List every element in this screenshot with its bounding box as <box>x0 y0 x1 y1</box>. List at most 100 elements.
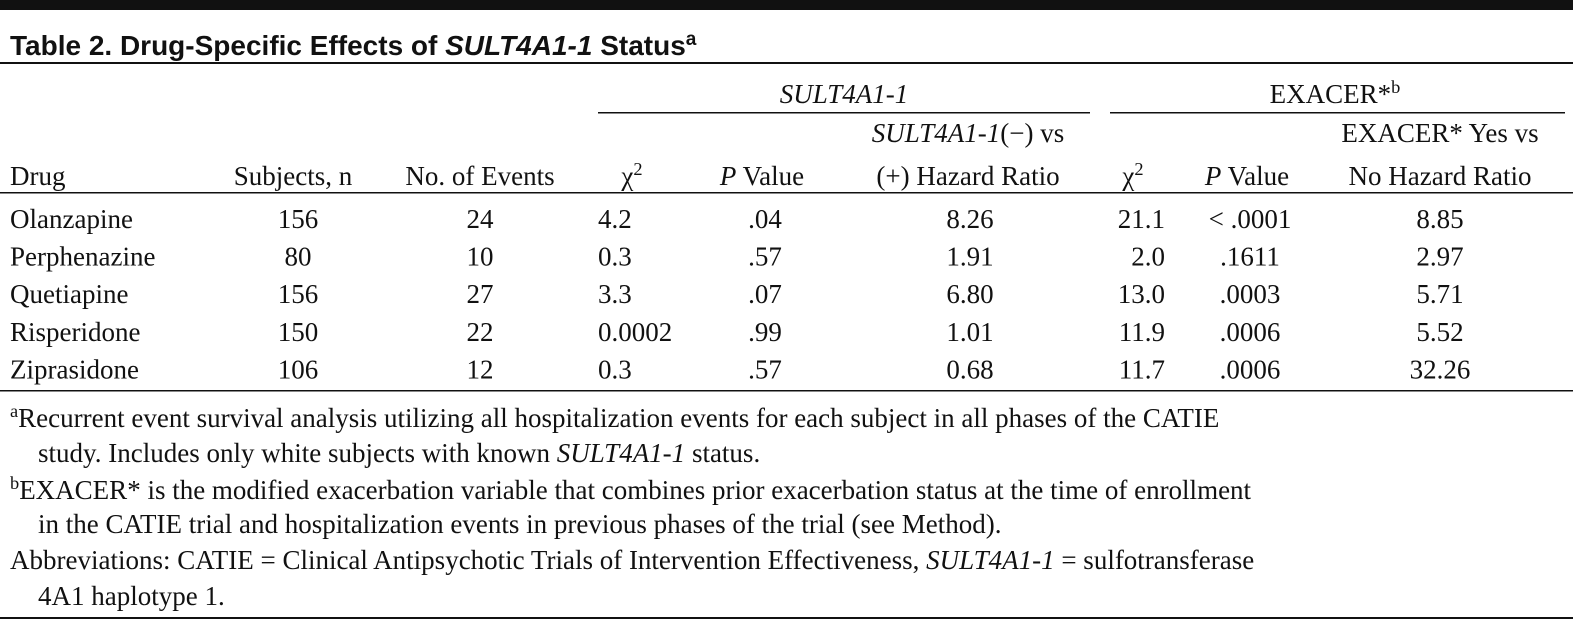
table-cell: 11.9 <box>1119 317 1165 347</box>
group-rule <box>598 112 1090 114</box>
table-cell: Risperidone <box>10 317 140 347</box>
text-run: χ <box>1121 161 1134 191</box>
table-cell: 2.97 <box>1416 242 1463 272</box>
table-cell: Olanzapine <box>10 204 133 234</box>
column-header: SULT4A1-1(−) vs <box>872 118 1064 148</box>
text-run: Drug <box>10 161 66 191</box>
table-cell: .57 <box>748 242 782 272</box>
footnote: 4A1 haplotype 1. <box>38 581 225 611</box>
footnote: bEXACER* is the modified exacerbation va… <box>10 473 1252 505</box>
text-run: (+) Hazard Ratio <box>876 161 1059 191</box>
table-cell: 5.52 <box>1416 317 1463 347</box>
table-cell: 27 <box>467 279 494 309</box>
column-header: Drug <box>10 161 66 191</box>
table-cell: 8.85 <box>1416 204 1463 234</box>
table-cell: 11.7 <box>1119 354 1165 384</box>
text-run: = sulfotransferase <box>1055 545 1255 575</box>
column-header: χ2 <box>1121 159 1143 191</box>
table-title: Table 2. Drug-Specific Effects of SULT4A… <box>10 29 697 61</box>
text-run: No. of Events <box>405 161 554 191</box>
footnote: aRecurrent event survival analysis utili… <box>10 401 1219 433</box>
table-cell: 0.3 <box>598 354 632 384</box>
text-run: EXACER* is the modified exacerbation var… <box>19 475 1251 505</box>
table-cell: 156 <box>278 279 319 309</box>
column-header: Subjects, n <box>234 161 353 191</box>
table-cell: 2.0 <box>1131 242 1165 272</box>
text-run: in the CATIE trial and hospitalization e… <box>38 509 1002 539</box>
table-cell: 0.3 <box>598 242 632 272</box>
table-cell: 0.68 <box>946 354 993 384</box>
superscript: 2 <box>633 159 642 179</box>
text-run: Value <box>1221 161 1289 191</box>
text-run: No Hazard Ratio <box>1349 161 1532 191</box>
text-run: Abbreviations: CATIE = Clinical Antipsyc… <box>10 545 926 575</box>
column-header: (+) Hazard Ratio <box>876 161 1059 191</box>
table-cell: .04 <box>748 204 782 234</box>
text-run: (−) vs <box>1000 118 1064 148</box>
text-run: EXACER* <box>1270 79 1392 109</box>
text-run: P <box>1204 161 1222 191</box>
text-run: SULT4A1-1 <box>557 438 685 468</box>
table-cell: .07 <box>748 279 782 309</box>
group-rule <box>1110 112 1565 114</box>
table-cell: .99 <box>748 317 782 347</box>
table-cell: Perphenazine <box>10 242 155 272</box>
group-header: EXACER*b <box>1270 77 1401 109</box>
table-cell: 13.0 <box>1118 279 1165 309</box>
column-header: EXACER* Yes vs <box>1341 118 1538 148</box>
footnote: Abbreviations: CATIE = Clinical Antipsyc… <box>10 545 1254 575</box>
table-cell: 22 <box>467 317 494 347</box>
column-header: P Value <box>1204 161 1289 191</box>
body-rule <box>0 390 1573 392</box>
table-cell: .0003 <box>1220 279 1281 309</box>
table-cell: .0006 <box>1220 317 1281 347</box>
table-cell: 5.71 <box>1416 279 1463 309</box>
table-cell: 106 <box>278 354 319 384</box>
table-cell: .0006 <box>1220 354 1281 384</box>
table-cell: 10 <box>467 242 494 272</box>
table-cell: 12 <box>467 354 494 384</box>
table-cell: 0.0002 <box>598 317 672 347</box>
text-run: Recurrent event survival analysis utiliz… <box>18 403 1219 433</box>
text-run: SULT4A1-1 <box>780 79 908 109</box>
table-cell: 21.1 <box>1118 204 1165 234</box>
table-cell: 32.26 <box>1410 354 1471 384</box>
table-cell: 80 <box>285 242 312 272</box>
text-run: χ <box>620 161 633 191</box>
table-cell: Ziprasidone <box>10 354 139 384</box>
column-header: No. of Events <box>405 161 554 191</box>
table-cell: 1.91 <box>946 242 993 272</box>
table-cell: 3.3 <box>598 279 632 309</box>
table-cell: 6.80 <box>946 279 993 309</box>
superscript: a <box>686 29 697 50</box>
text-run: Table 2. Drug-Specific Effects of <box>10 30 445 61</box>
table-cell: .1611 <box>1220 242 1280 272</box>
superscript: a <box>10 401 18 421</box>
text-run: P <box>719 161 737 191</box>
header-rule <box>0 192 1573 194</box>
text-run: Subjects, n <box>234 161 353 191</box>
table-cell: < .0001 <box>1209 204 1292 234</box>
superscript: 2 <box>1134 159 1143 179</box>
table-cell: Quetiapine <box>10 279 128 309</box>
text-run: SULT4A1-1 <box>872 118 1000 148</box>
footnote: study. Includes only white subjects with… <box>38 438 760 468</box>
column-header: χ2 <box>620 159 642 191</box>
column-header: P Value <box>719 161 804 191</box>
text-run: status. <box>685 438 760 468</box>
column-header: No Hazard Ratio <box>1349 161 1532 191</box>
table-cell: 156 <box>278 204 319 234</box>
bottom-rule <box>0 617 1573 619</box>
top-bar <box>0 0 1573 10</box>
table-cell: 24 <box>467 204 495 234</box>
table-cell: 4.2 <box>598 204 632 234</box>
table-cell: .57 <box>748 354 782 384</box>
title-rule <box>0 62 1573 64</box>
text-run: Status <box>592 30 685 61</box>
superscript: b <box>10 473 19 493</box>
table-cell: 150 <box>278 317 319 347</box>
text-run: SULT4A1-1 <box>445 30 592 61</box>
text-run: 4A1 haplotype 1. <box>38 581 225 611</box>
